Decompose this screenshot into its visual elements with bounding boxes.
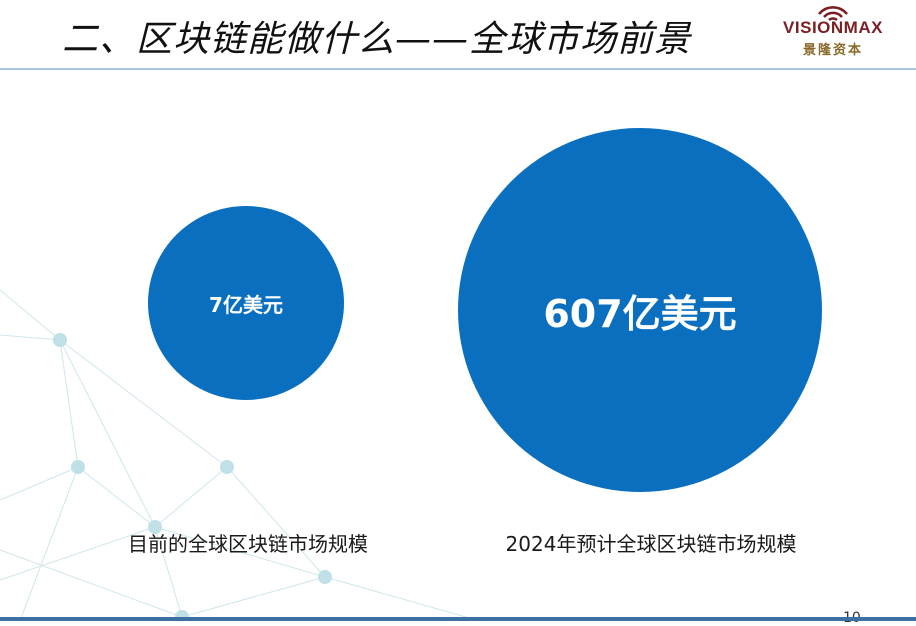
current-market-value: 7亿美元 <box>209 292 283 317</box>
current-market-bubble: 7亿美元 <box>148 206 344 400</box>
company-logo: VISIONMAX 景隆资本 <box>773 2 893 58</box>
current-market-caption: 目前的全球区块链市场规模 <box>128 532 368 556</box>
network-decoration <box>0 289 480 621</box>
logo-name-en: VISIONMAX <box>783 18 883 37</box>
forecast-market-caption: 2024年预计全球区块链市场规模 <box>505 532 797 556</box>
logo-name-cn: 景隆资本 <box>802 43 863 58</box>
forecast-market-bubble: 607亿美元 <box>458 128 822 492</box>
bottom-bar <box>0 617 916 621</box>
slide-title: 二、区块链能做什么——全球市场前景 <box>62 19 692 60</box>
forecast-market-value: 607亿美元 <box>543 291 737 336</box>
title-divider <box>0 68 916 70</box>
wifi-signal-icon <box>818 6 848 22</box>
